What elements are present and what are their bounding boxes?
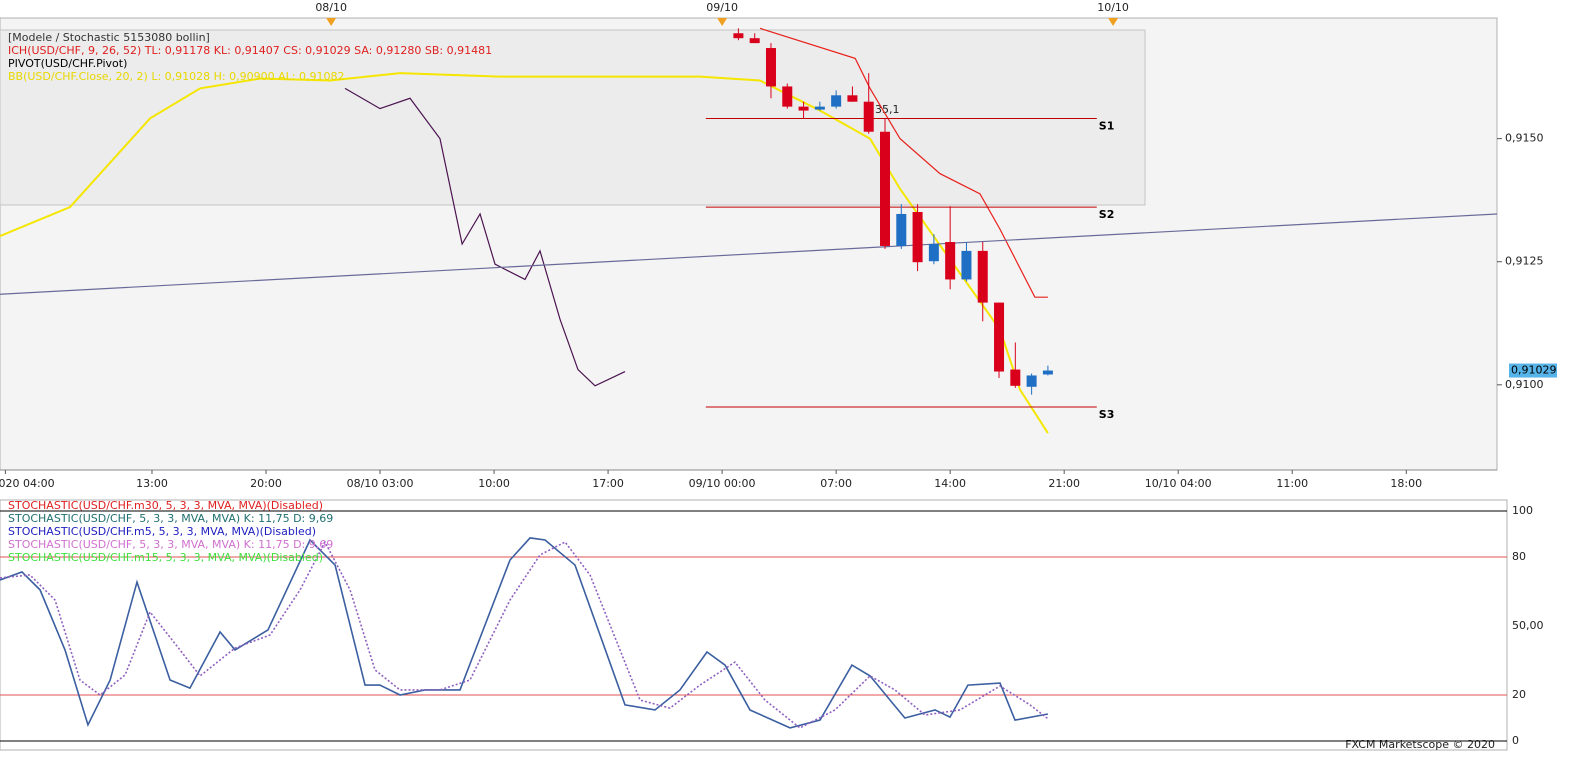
x-tick-label: 10:00 [478,477,510,490]
legend-entry: BB(USD/CHF.Close, 20, 2) L: 0,91028 H: 0… [8,70,344,83]
y-tick-label: 0,9100 [1505,378,1544,391]
x-tick-label: 08/10 03:00 [347,477,414,490]
candle-body [928,244,939,262]
date-label: 09/10 [706,1,738,14]
candle-body [945,242,956,280]
x-tick-label: 13:00 [136,477,168,490]
x-tick-label: 11:00 [1276,477,1308,490]
x-tick-label: 07:00 [820,477,852,490]
x-tick-label: 20:00 [250,477,282,490]
x-tick-label: 21:00 [1048,477,1080,490]
annotation: 35,1 [875,103,900,116]
pivot-label: S2 [1099,208,1115,221]
highlight-box [0,29,1146,206]
legend-entry: STOCHASTIC(USD/CHF.m15, 5, 3, 3, MVA, MV… [8,551,323,564]
candle-body [896,213,907,246]
candle-body [814,106,825,110]
y-tick-label: 50,00 [1512,619,1544,632]
date-label: 08/10 [315,1,347,14]
y-tick-label: 0,9125 [1505,255,1544,268]
candle-body [863,101,874,132]
overlay-line [344,87,626,387]
candle-body [1042,370,1053,375]
pivot-label: S3 [1099,408,1115,421]
candle-body [1026,375,1037,387]
last-price-label: 0,91029 [1511,364,1557,377]
legend-entry: STOCHASTIC(USD/CHF.m30, 5, 3, 3, MVA, MV… [8,499,323,512]
candle-body [798,106,809,111]
overlay-line [759,27,1048,298]
pivot-label: S1 [1099,119,1115,132]
candle-body [831,95,842,107]
candle-body [994,302,1005,372]
legend-entry: STOCHASTIC(USD/CHF, 5, 3, 3, MVA, MVA) K… [8,512,333,525]
date-label: 10/10 [1097,1,1129,14]
y-tick-label: 100 [1512,504,1533,517]
legend-entry: STOCHASTIC(USD/CHF, 5, 3, 3, MVA, MVA) K… [8,538,333,551]
date-marker [1108,18,1119,26]
y-tick-label: 0 [1512,734,1519,747]
candle-body [733,33,744,39]
legend-entry: PIVOT(USD/CHF.Pivot) [8,57,127,70]
x-tick-label: 17:00 [592,477,624,490]
date-marker [717,18,728,26]
candle-body [765,48,776,87]
overlay-line [0,213,1498,295]
candle-body [961,250,972,280]
candle-body [880,131,891,246]
x-tick-label: 07/10/2020 04:00 [0,477,55,490]
candle-body [912,211,923,263]
overlay-line [0,72,1049,434]
x-tick-label: 10/10 04:00 [1145,477,1212,490]
legend-entry: ICH(USD/CHF, 9, 26, 52) TL: 0,91178 KL: … [8,44,492,57]
y-tick-label: 20 [1512,688,1526,701]
x-tick-label: 14:00 [934,477,966,490]
legend-entry: STOCHASTIC(USD/CHF.m5, 5, 3, 3, MVA, MVA… [8,525,316,538]
x-tick-label: 18:00 [1390,477,1422,490]
stochastic-pane [0,499,1508,751]
candle-body [847,95,858,102]
y-tick-label: 80 [1512,550,1526,563]
last-price-box [1509,363,1557,378]
y-tick-label: 0,9150 [1505,132,1544,145]
footer: FXCM Marketscope © 2020 [1345,738,1495,751]
candle-body [1010,369,1021,386]
candle-body [782,86,793,107]
date-marker [326,18,337,26]
stochastic-line [0,537,1049,729]
candle-body [749,38,760,44]
x-tick-label: 09/10 00:00 [689,477,756,490]
legend-entry: [Modele / Stochastic 5153080 bollin] [8,31,210,44]
candle-body [977,250,988,303]
